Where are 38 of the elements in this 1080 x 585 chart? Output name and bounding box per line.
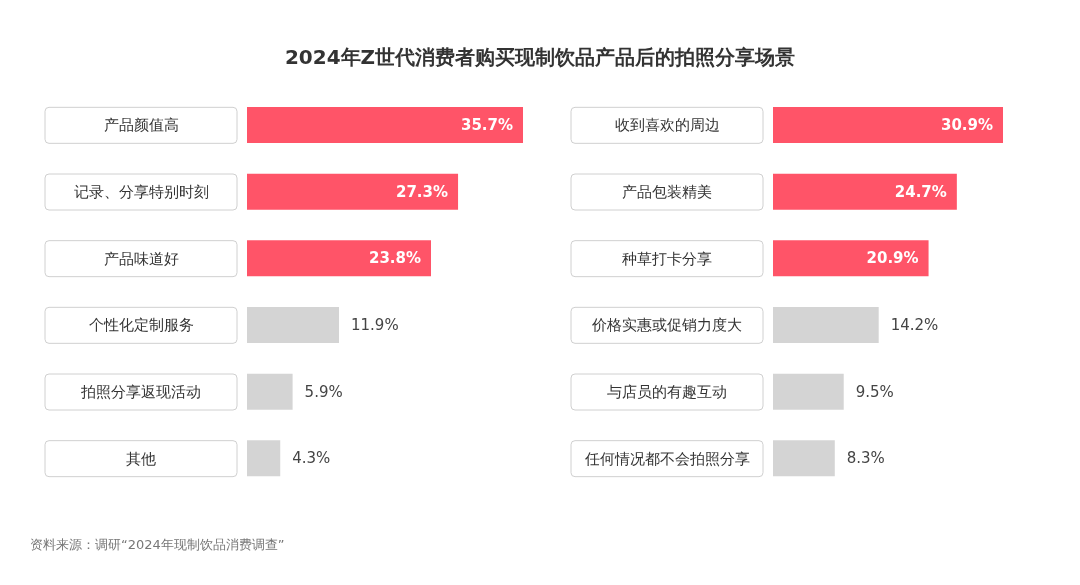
- y-tick-label: 个性化定制服务: [88, 316, 194, 335]
- bar: [247, 440, 281, 477]
- data-label: 35.7%: [460, 116, 513, 134]
- y-tick-label: 收到喜欢的周边: [614, 116, 720, 135]
- bar: [247, 240, 431, 277]
- y-tick-label: 产品味道好: [103, 249, 179, 268]
- bar: [247, 373, 293, 410]
- y-tick-label: 任何情况都不会拍照分享: [583, 449, 750, 468]
- bar: [773, 440, 835, 477]
- y-tick-label: 产品包装精美: [622, 183, 712, 201]
- data-label: 9.5%: [855, 382, 894, 401]
- y-tick-label: 与店员的有趣互动: [607, 383, 727, 401]
- y-tick-label: 种草打卡分享: [622, 249, 712, 268]
- data-label: 30.9%: [940, 116, 993, 134]
- y-tick-label: 拍照分享返现活动: [80, 383, 201, 401]
- bar: [247, 107, 523, 143]
- data-label: 11.9%: [351, 316, 399, 334]
- y-tick-label: 其他: [126, 449, 156, 468]
- bar: [773, 107, 1003, 143]
- bar: [773, 307, 879, 343]
- bar: [247, 307, 339, 343]
- y-tick-label: 价格实惠或促销力度大: [591, 316, 742, 335]
- data-label: 4.3%: [292, 449, 331, 468]
- bar: [773, 373, 844, 410]
- bar: [773, 173, 957, 210]
- bar: [773, 240, 929, 277]
- y-tick-label: 记录、分享特别时刻: [73, 183, 209, 201]
- data-label: 24.7%: [894, 182, 947, 201]
- text: 资料来源：调研“2024年现制饮品消费调查”: [30, 536, 285, 554]
- data-label: 5.9%: [304, 382, 343, 401]
- data-label: 20.9%: [866, 249, 919, 268]
- bar: [247, 173, 459, 210]
- y-tick-label: 产品颜值高: [103, 116, 179, 135]
- data-label: 27.3%: [396, 182, 449, 201]
- data-label: 8.3%: [846, 449, 885, 468]
- data-label: 14.2%: [890, 316, 939, 334]
- chart-title: 2024年Z世代消费者购买现制饮品产品后的拍照分享场景: [283, 44, 797, 71]
- data-label: 23.8%: [368, 249, 421, 268]
